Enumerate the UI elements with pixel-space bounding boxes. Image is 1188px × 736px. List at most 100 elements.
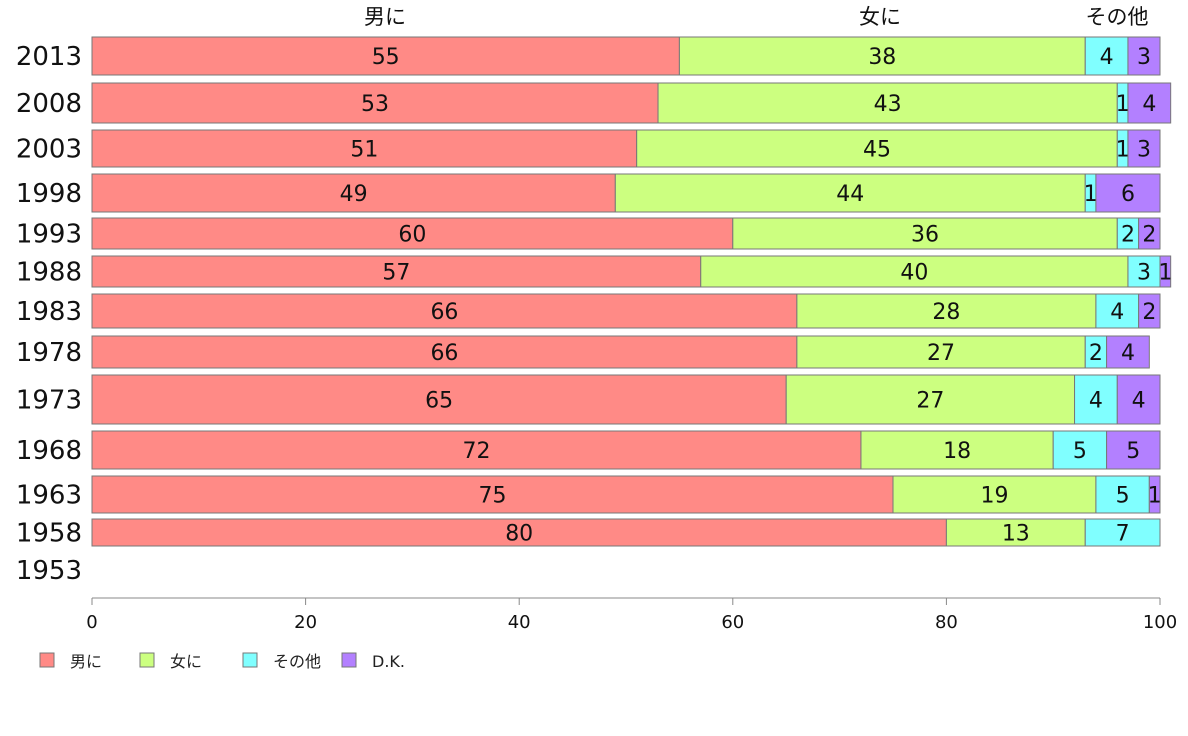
data-label-1988-series-3: 1 (1158, 261, 1172, 286)
data-label-1968-series-0: 72 (462, 439, 490, 464)
bar-2013-series-0 (91, 36, 680, 76)
bar-1973-series-2 (1074, 374, 1118, 425)
y-label-1953: 1953 (16, 556, 82, 586)
x-tick-label-60: 60 (721, 612, 744, 633)
bar-1963-series-2 (1095, 475, 1150, 514)
bar-1988-series-2 (1127, 255, 1161, 288)
top-label-2: その他 (1086, 5, 1149, 29)
bar-1983-series-2 (1095, 293, 1140, 329)
y-label-2013: 2013 (16, 42, 82, 72)
bar-2003-series-0 (91, 129, 638, 168)
data-label-1998-series-3: 6 (1121, 182, 1135, 207)
data-label-1973-series-3: 4 (1132, 389, 1146, 414)
bar-2003-series-1 (636, 129, 1118, 168)
x-tick-label-40: 40 (508, 612, 531, 633)
legend-label-0: 男に (70, 652, 102, 671)
y-label-2003: 2003 (16, 135, 82, 165)
y-label-1998: 1998 (16, 179, 82, 209)
bar-2008-series-0 (91, 82, 659, 124)
data-label-1963-series-3: 1 (1148, 484, 1162, 509)
y-label-1958: 1958 (16, 519, 82, 549)
data-label-1983-series-0: 66 (430, 300, 458, 325)
legend: 男に 女に その他 D.K. (39, 652, 405, 671)
legend-swatch-1 (139, 652, 155, 668)
legend-swatch-2 (242, 652, 258, 668)
data-label-1978-series-3: 4 (1121, 341, 1135, 366)
data-label-1978-series-0: 66 (430, 341, 458, 366)
data-label-1978-series-2: 2 (1089, 341, 1103, 366)
x-axis: 0 20 40 60 80 100 (86, 597, 1177, 633)
bar-1988-series-1 (700, 255, 1129, 288)
data-label-1998-series-0: 49 (340, 182, 368, 207)
data-label-1973-series-2: 4 (1089, 389, 1103, 414)
bar-2003-series-3 (1127, 129, 1161, 168)
bar-2013-series-2 (1084, 36, 1129, 76)
data-label-1973-series-0: 65 (425, 389, 453, 414)
y-label-1963: 1963 (16, 481, 82, 511)
data-label-2008-series-1: 43 (874, 92, 902, 117)
data-label-1963-series-0: 75 (479, 484, 507, 509)
data-label-1993-series-0: 60 (398, 223, 426, 248)
bar-1968-series-1 (860, 430, 1054, 470)
top-label-1: 女に (859, 5, 901, 29)
bars: 55 38 4 353 43 1 451 45 1 349 44 1 660 36 2 257 40 3 166 28… (91, 36, 1172, 547)
legend-swatch-0 (39, 652, 55, 668)
y-label-1973: 1973 (16, 386, 82, 416)
bar-2013-series-3 (1127, 36, 1161, 76)
data-label-1973-series-1: 27 (916, 389, 944, 414)
bar-1993-series-0 (91, 217, 734, 250)
data-label-1983-series-2: 4 (1110, 300, 1124, 325)
bar-2013-series-1 (678, 36, 1086, 76)
bar-1963-series-3 (1148, 475, 1161, 514)
bar-1973-series-0 (91, 374, 787, 425)
y-label-1978: 1978 (16, 338, 82, 368)
x-tick-label-20: 20 (294, 612, 317, 633)
data-label-2013-series-2: 4 (1100, 45, 1114, 70)
bar-1978-series-3 (1106, 335, 1150, 369)
data-label-1968-series-3: 5 (1126, 439, 1140, 464)
data-label-2003-series-0: 51 (350, 138, 378, 163)
bar-2008-series-3 (1127, 82, 1172, 124)
data-label-1993-series-1: 36 (911, 223, 939, 248)
x-tick-label-80: 80 (935, 612, 958, 633)
bar-1968-series-2 (1052, 430, 1108, 470)
data-label-1993-series-2: 2 (1121, 223, 1135, 248)
bar-1973-series-1 (785, 374, 1076, 425)
data-label-1983-series-3: 2 (1142, 300, 1156, 325)
data-label-1968-series-1: 18 (943, 439, 971, 464)
top-label-0: 男に (364, 5, 406, 29)
bar-1988-series-0 (91, 255, 702, 288)
data-label-2003-series-1: 45 (863, 138, 891, 163)
data-label-1988-series-2: 3 (1137, 261, 1151, 286)
bar-1958-series-1 (945, 518, 1086, 547)
bar-1958-series-0 (91, 518, 947, 547)
data-label-1963-series-1: 19 (980, 484, 1008, 509)
data-label-1958-series-0: 80 (505, 522, 533, 547)
bar-2008-series-1 (657, 82, 1118, 124)
bar-1998-series-0 (91, 173, 616, 213)
data-label-1983-series-1: 28 (932, 300, 960, 325)
data-label-1998-series-1: 44 (836, 182, 864, 207)
y-label-1968: 1968 (16, 436, 82, 466)
data-label-1998-series-2: 1 (1084, 182, 1098, 207)
y-label-1993: 1993 (16, 220, 82, 250)
bar-1993-series-3 (1138, 217, 1161, 250)
bar-1973-series-3 (1116, 374, 1161, 425)
data-label-2013-series-3: 3 (1137, 45, 1151, 70)
data-label-1988-series-1: 40 (900, 261, 928, 286)
data-label-1968-series-2: 5 (1073, 439, 1087, 464)
legend-label-2: その他 (273, 652, 321, 671)
data-label-2013-series-1: 38 (868, 45, 896, 70)
data-label-2008-series-3: 4 (1142, 92, 1156, 117)
data-label-2013-series-0: 55 (372, 45, 400, 70)
legend-label-3: D.K. (372, 652, 405, 671)
x-tick-label-0: 0 (86, 612, 97, 633)
y-label-1988: 1988 (16, 258, 82, 288)
y-axis-labels: 2013 2008 2003 1998 1993 1988 1983 1978 1973 1968… (16, 42, 82, 586)
bar-1983-series-1 (796, 293, 1097, 329)
data-label-2008-series-2: 1 (1116, 92, 1130, 117)
bar-1998-series-1 (614, 173, 1086, 213)
data-label-1958-series-2: 7 (1116, 522, 1130, 547)
bar-1983-series-3 (1138, 293, 1161, 329)
bar-1963-series-1 (892, 475, 1097, 514)
